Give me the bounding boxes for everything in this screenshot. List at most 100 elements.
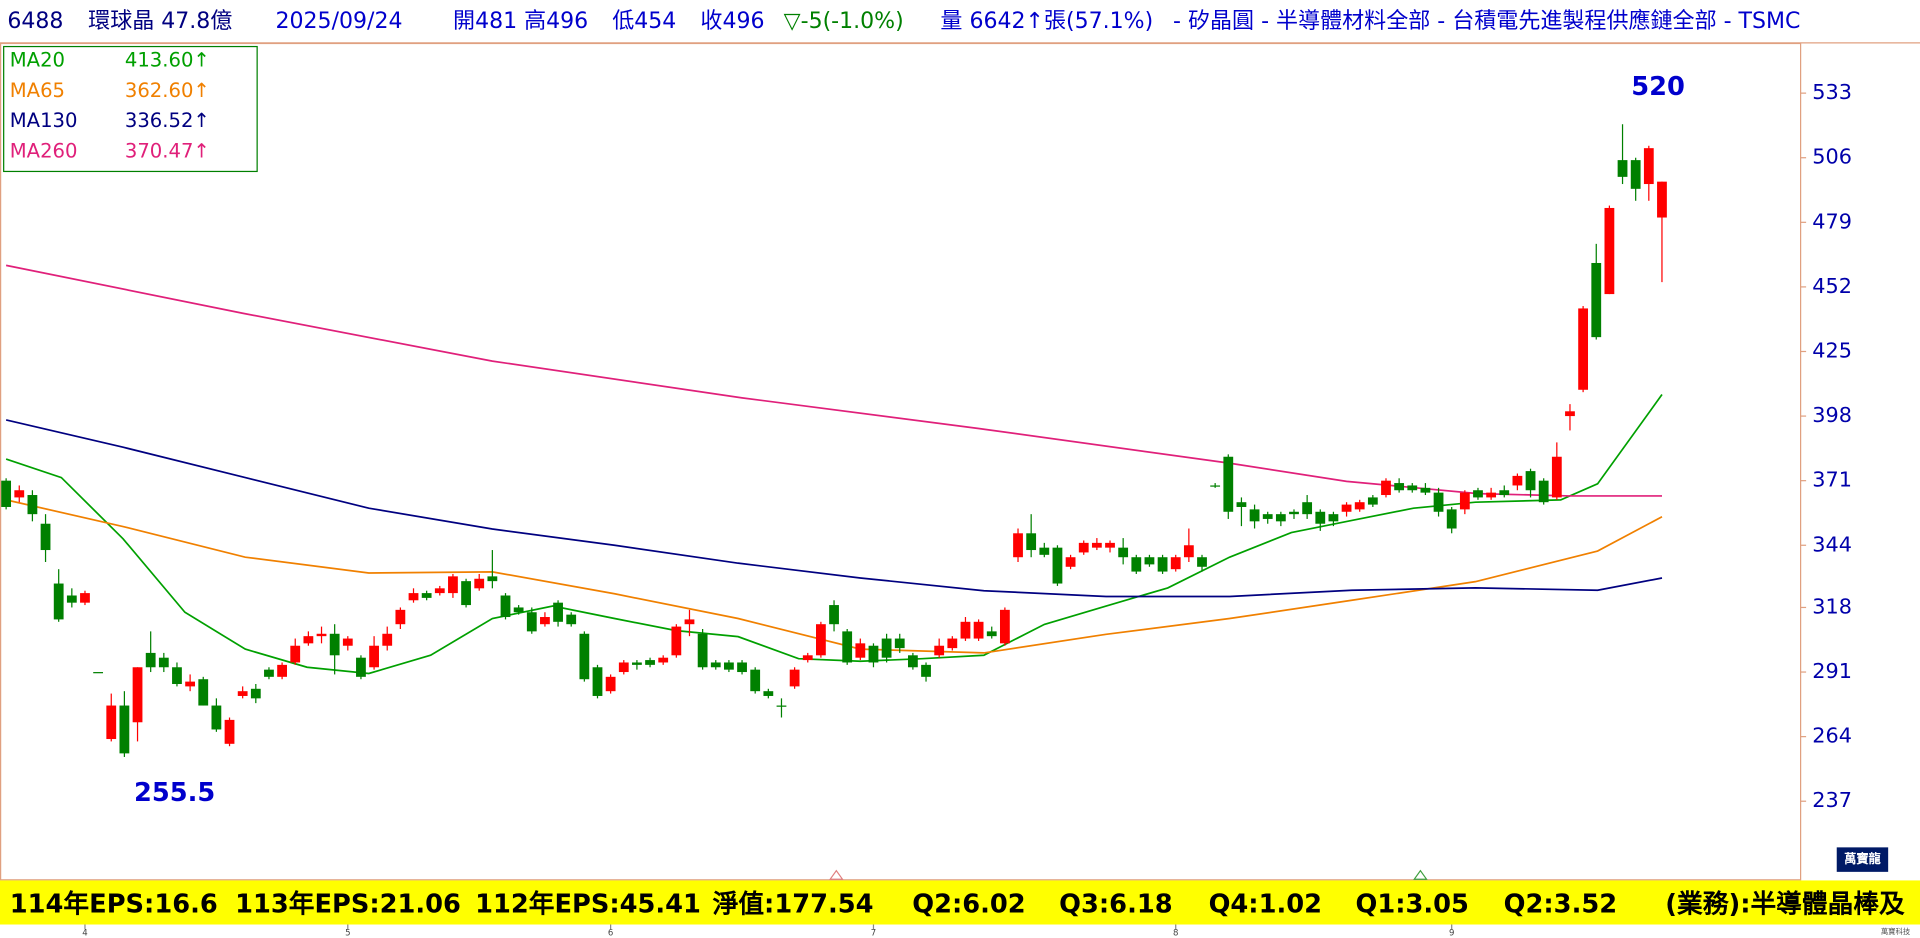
candle-body <box>1170 557 1181 570</box>
candle-body <box>1275 514 1286 522</box>
candle-body <box>158 657 169 668</box>
candle-body <box>1197 557 1207 567</box>
candle-body <box>763 691 774 696</box>
footer-item: Q3:6.18 <box>1059 889 1172 919</box>
candle-body <box>566 614 577 625</box>
logo-box <box>1836 847 1889 872</box>
candle-body <box>1499 490 1510 496</box>
candle-body <box>66 595 77 603</box>
candle-body <box>1065 557 1076 567</box>
candle-body <box>1013 533 1023 558</box>
candle-body <box>27 495 38 515</box>
candle-body <box>80 593 90 603</box>
footer-item: 淨值:177.54 <box>713 889 874 919</box>
candle-body <box>526 612 537 632</box>
candle-body <box>290 645 301 663</box>
x-tick-label: 7 <box>871 929 876 938</box>
x-tick-label: 4 <box>82 929 87 938</box>
footer-item: Q2:3.52 <box>1504 889 1617 919</box>
candle-body <box>1486 492 1497 498</box>
candle-body <box>710 662 721 668</box>
candle-body <box>934 645 945 656</box>
footer-item: 113年EPS:21.06 <box>235 888 461 919</box>
candle-body <box>579 633 590 680</box>
candle-body <box>434 588 445 594</box>
candle-body <box>237 691 248 696</box>
candle-body <box>119 705 130 754</box>
candle-body <box>1381 480 1391 496</box>
candle-body <box>947 638 958 649</box>
candle-body <box>894 638 905 649</box>
candle-body <box>1394 483 1405 491</box>
candle-body <box>697 633 708 668</box>
candle-body <box>1223 456 1234 512</box>
candle-body <box>1 480 12 507</box>
y-tick-label: 264 <box>1812 724 1852 748</box>
header-item: ▽-5(-1.0%) <box>784 9 904 34</box>
candle-body <box>250 688 261 699</box>
footer-item: 112年EPS:45.41 <box>475 888 701 919</box>
ma-line <box>5 264 1663 497</box>
footer-item: Q1:3.05 <box>1356 889 1469 919</box>
candle-body <box>1446 509 1457 529</box>
legend-value: 370.47↑ <box>125 139 210 162</box>
x-tick-label: 5 <box>345 929 350 938</box>
candle-body <box>1157 557 1168 572</box>
candle-body <box>1131 557 1142 572</box>
logo: 萬寶龍 <box>1844 851 1881 866</box>
footer-item: (業務):半導體晶棒及 <box>1665 888 1905 919</box>
candle-body <box>316 633 327 637</box>
y-tick-label: 371 <box>1812 468 1852 492</box>
candle-body <box>342 638 353 646</box>
candle-body <box>1078 542 1089 553</box>
header-item: 環球晶 47.8億 <box>88 9 232 34</box>
candle-body <box>106 705 117 740</box>
candle-body <box>645 660 655 665</box>
candle-body <box>1105 542 1115 548</box>
candle-body <box>829 605 839 625</box>
candle-body <box>369 645 379 668</box>
candle-body <box>408 593 419 601</box>
candle-body <box>1591 262 1602 338</box>
x-tick-label: 8 <box>1173 929 1178 938</box>
candle-body <box>1473 490 1483 498</box>
legend-value: 336.52↑ <box>125 109 210 132</box>
x-tick-label: 9 <box>1449 929 1454 938</box>
legend-name: MA260 <box>10 139 78 162</box>
candle-body <box>881 638 892 658</box>
y-tick-label: 318 <box>1812 594 1852 618</box>
legend-box <box>3 45 258 173</box>
candle-body <box>1459 492 1470 510</box>
candle-body <box>93 672 104 674</box>
candle-body <box>1407 485 1418 491</box>
plot-border <box>0 42 1802 881</box>
header-item: 量 6642↑張(57.1%) <box>940 9 1153 34</box>
header-item: 高496 <box>524 9 588 34</box>
candle-body <box>40 523 51 551</box>
footer-item: Q2:6.02 <box>912 889 1025 919</box>
candle-body <box>1236 502 1247 507</box>
candle-body <box>1302 502 1313 515</box>
candle-body <box>1341 504 1352 512</box>
candle-body <box>1525 471 1536 491</box>
candle-body <box>1657 181 1667 218</box>
legend-value: 413.60↑ <box>125 49 210 72</box>
ma-line <box>5 394 1663 675</box>
candle-body <box>921 664 931 677</box>
candle-body <box>553 602 563 622</box>
candle-body <box>816 624 826 656</box>
candle-body <box>1328 514 1339 522</box>
candle-body <box>1262 514 1273 519</box>
legend-name: MA20 <box>10 49 65 72</box>
y-tick-label: 533 <box>1812 80 1852 104</box>
candle-body <box>277 664 287 677</box>
y-tick-label: 344 <box>1812 532 1852 556</box>
footer-item: Q4:1.02 <box>1209 889 1322 919</box>
candle-body <box>1118 547 1129 558</box>
candle-body <box>960 621 971 639</box>
candle-body <box>1289 511 1299 515</box>
candle-body <box>1183 545 1194 558</box>
y-tick-label: 425 <box>1812 338 1852 362</box>
candle-body <box>737 662 747 673</box>
candle-body <box>986 631 997 637</box>
